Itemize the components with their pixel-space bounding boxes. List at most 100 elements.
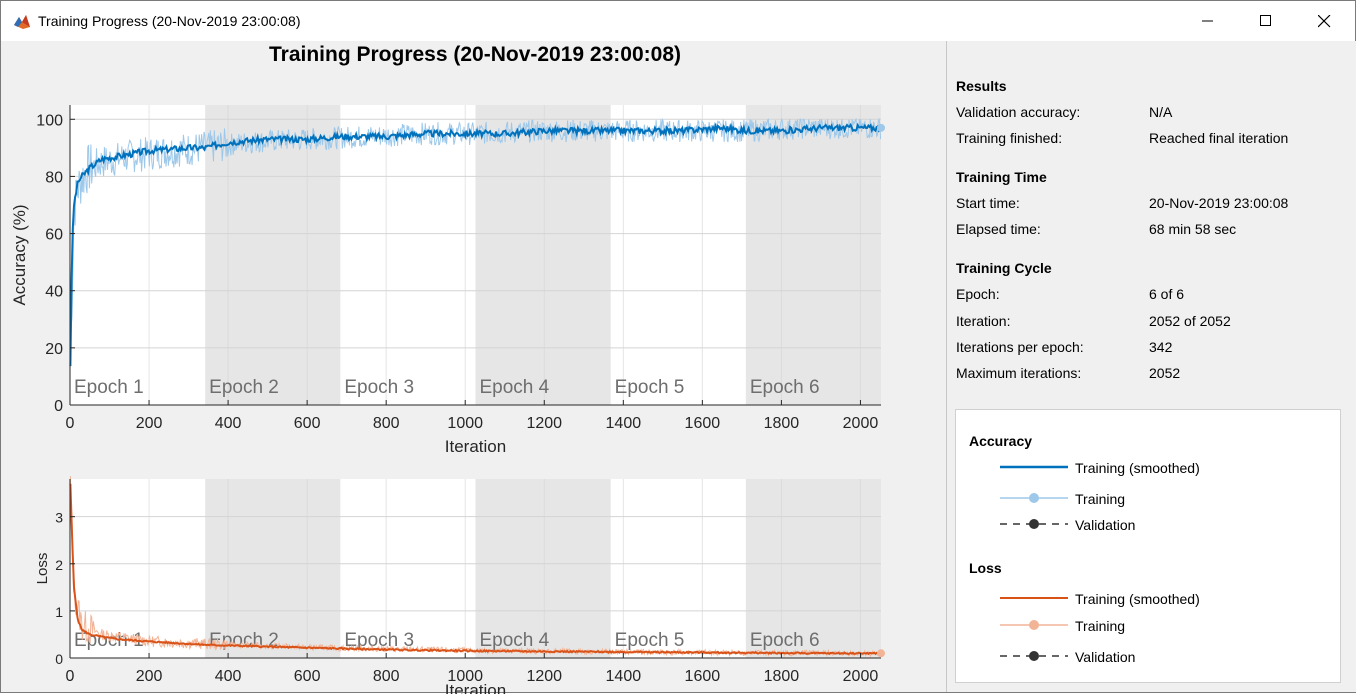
acc-x-tick-label: 1600 [685,415,721,432]
acc-y-tick-label: 0 [54,398,63,415]
epoch-label: Epoch: [956,286,1000,302]
elapsed-time-label: Elapsed time: [956,221,1041,237]
maximize-button[interactable] [1237,1,1295,41]
close-button[interactable] [1295,1,1353,41]
acc-y-axis-label: Accuracy (%) [10,204,29,305]
acc-y-tick-label: 20 [45,341,63,358]
loss-epoch-shade [745,479,881,658]
legend-loss-heading: Loss [969,560,1002,576]
acc-x-tick-label: 800 [373,415,400,432]
loss-x-tick-label: 1000 [447,668,483,685]
iterations-per-epoch-label: Iterations per epoch: [956,339,1084,355]
close-icon [1317,14,1330,27]
legend-box: Accuracy Training (smoothed) Training Va… [955,409,1341,683]
minimize-icon [1202,20,1213,22]
acc-x-tick-label: 2000 [843,415,879,432]
acc-axes: Epoch 1 Epoch 2 Epoch 3 Epoch 4 Epoch 5 Epoch… [10,105,885,456]
loss-epoch-shade [475,479,611,658]
acc-x-tick-label: 1200 [526,415,562,432]
window-title: Training Progress (20-Nov-2019 23:00:08) [38,13,301,29]
loss-y-tick-label: 0 [55,651,63,667]
loss-y-axis-label: Loss [34,553,51,585]
loss-x-tick-label: 400 [215,668,242,685]
acc-x-axis-label: Iteration [445,437,506,456]
legend-loss-validation-swatch [1000,651,1068,661]
loss-x-tick-label: 800 [373,668,400,685]
loss-epoch-label: Epoch 3 [344,630,414,651]
maximum-iterations-value: 2052 [1149,365,1181,381]
loss-x-tick-label: 2000 [843,668,879,685]
acc-epoch-label: Epoch 2 [209,377,279,398]
acc-epoch-label: Epoch 6 [750,377,820,398]
loss-x-tick-label: 0 [66,668,75,685]
title-bar[interactable]: Training Progress (20-Nov-2019 23:00:08) [1,1,1355,41]
loss-epoch-label: Epoch 6 [750,630,820,651]
legend-accuracy-training-swatch [1000,493,1068,503]
iteration-value: 2052 of 2052 [1149,313,1231,329]
figure-title: Training Progress (20-Nov-2019 23:00:08) [268,43,681,66]
loss-epoch-label: Epoch 4 [480,630,550,651]
training-finished-value: Reached final iteration [1149,130,1289,146]
acc-y-tick-label: 100 [36,112,63,129]
acc-x-tick-label: 0 [66,415,75,432]
acc-x-tick-label: 1400 [606,415,642,432]
legend-loss-training-label: Training [1075,618,1126,634]
maximum-iterations-label: Maximum iterations: [956,365,1082,381]
epoch-value: 6 of 6 [1149,286,1185,302]
start-time-value: 20-Nov-2019 23:00:08 [1149,195,1289,211]
acc-epoch-label: Epoch 3 [344,377,414,398]
legend-loss-training-swatch [1000,620,1068,630]
loss-axes: Epoch 1 Epoch 2 Epoch 3 Epoch 4 Epoch 5 Epoch… [34,476,885,694]
legend-accuracy-smoothed-label: Training (smoothed) [1075,460,1200,476]
loss-x-axis-label: Iteration [445,681,506,694]
iteration-label: Iteration: [956,313,1011,329]
acc-x-tick-label: 600 [294,415,321,432]
validation-accuracy-value: N/A [1149,104,1173,120]
loss-y-tick-label: 2 [55,557,63,573]
training-finished-label: Training finished: [956,130,1063,146]
acc-final-point [877,123,885,132]
acc-epoch-label: Epoch 1 [74,377,144,398]
matlab-icon [14,15,30,29]
loss-smoothed-line [69,483,881,656]
accuracy-chart[interactable]: Epoch 1 Epoch 2 Epoch 3 Epoch 4 Epoch 5 Epoch… [1,1,949,694]
loss-x-tick-label: 1800 [764,668,800,685]
loss-final-point [877,649,885,658]
acc-y-tick-label: 40 [45,284,63,301]
acc-x-tick-label: 400 [215,415,242,432]
loss-x-tick-label: 200 [136,668,163,685]
maximize-icon [1260,15,1271,26]
acc-epoch-label: Epoch 5 [615,377,685,398]
acc-x-tick-label: 1800 [764,415,800,432]
loss-x-tick-label: 600 [294,668,321,685]
legend-accuracy-training-label: Training [1075,491,1126,507]
loss-epoch-label: Epoch 5 [615,630,685,651]
iterations-per-epoch-value: 342 [1149,339,1173,355]
legend-accuracy-heading: Accuracy [969,433,1033,449]
acc-epoch-label: Epoch 4 [480,377,550,398]
acc-epoch-shade [475,105,611,405]
legend-loss-validation-label: Validation [1075,649,1136,665]
acc-epoch-shade [745,105,881,405]
loss-y-tick-label: 1 [55,604,63,620]
start-time-label: Start time: [956,195,1020,211]
loss-training-line [69,476,881,658]
minimize-button[interactable] [1179,1,1237,41]
acc-x-tick-label: 1000 [447,415,483,432]
acc-smoothed-line [69,122,881,367]
validation-accuracy-label: Validation accuracy: [956,104,1081,120]
legend-accuracy-validation-swatch [1000,519,1068,529]
acc-x-tick-label: 200 [136,415,163,432]
training-time-heading: Training Time [956,169,1047,185]
acc-y-tick-label: 80 [45,169,63,186]
acc-y-tick-label: 60 [45,227,63,244]
loss-x-tick-label: 1600 [685,668,721,685]
legend-loss-smoothed-swatch [1000,597,1068,599]
elapsed-time-value: 68 min 58 sec [1149,221,1237,237]
legend-accuracy-smoothed-swatch [1000,465,1068,469]
training-cycle-heading: Training Cycle [956,260,1052,276]
loss-y-tick-label: 3 [55,510,63,526]
legend-accuracy-validation-label: Validation [1075,517,1136,533]
results-heading: Results [956,78,1007,94]
